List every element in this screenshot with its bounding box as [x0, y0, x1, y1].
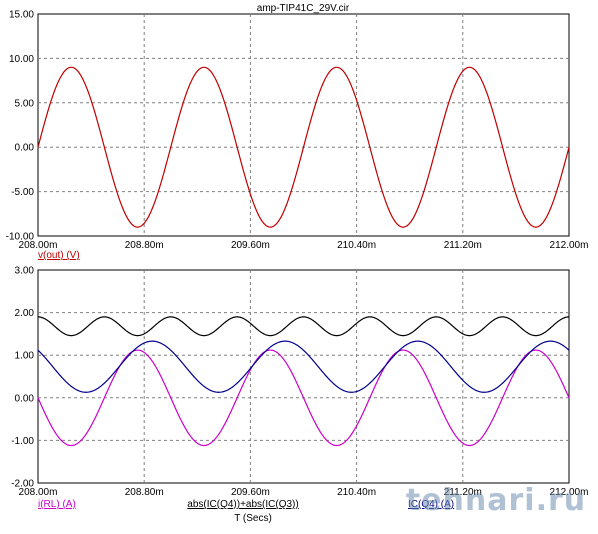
series-line-1-1	[37, 316, 570, 337]
x-tick-label: 209.60m	[231, 240, 270, 251]
current-y-ticks: 3.00 2.00 1.00 0.00 -1.00 -2.00	[11, 266, 34, 490]
voltage-x-ticks: 208.00m 208.80m 209.60m 210.40m 211.20m 212.0…	[19, 240, 589, 251]
chart-title: amp-TIP41C_29V.cir	[257, 3, 350, 14]
current-panel: 3.00 2.00 1.00 0.00 -1.00 -2.00 208.00m 208.80…	[11, 266, 588, 525]
x-tick-label: 208.80m	[125, 487, 164, 498]
y-tick-label: 5.00	[15, 98, 35, 109]
y-tick-label: -2.00	[11, 479, 34, 490]
x-tick-label: 208.00m	[19, 487, 58, 498]
x-tick-label: 208.80m	[125, 240, 164, 251]
series-line-0-0	[37, 66, 570, 228]
watermark: tehnari.ru	[406, 483, 586, 518]
series-line-1-0	[37, 349, 570, 447]
x-tick-label: 210.40m	[337, 240, 376, 251]
y-tick-label: 15.00	[9, 10, 34, 21]
legend-ic-q4: IC(Q4) (A)	[408, 499, 454, 510]
current-x-ticks: 208.00m 208.80m 209.60m 210.40m 211.20m 212.0…	[19, 487, 589, 498]
voltage-series	[37, 66, 570, 228]
current-series	[37, 316, 570, 447]
x-tick-label: 211.20m	[444, 487, 482, 498]
current-plot-frame	[37, 269, 570, 484]
y-tick-label: -10.00	[6, 232, 35, 243]
x-tick-label: 210.40m	[337, 487, 376, 498]
x-axis-label: T (Secs)	[234, 513, 272, 524]
y-tick-label: 3.00	[15, 266, 35, 277]
legend-irl: i(RL) (A)	[38, 499, 76, 510]
voltage-y-ticks: 15.00 10.00 5.00 0.00 -5.00 -10.00	[6, 10, 35, 243]
y-tick-label: 0.00	[15, 143, 35, 154]
y-tick-label: -1.00	[11, 436, 34, 447]
y-tick-label: -5.00	[11, 187, 34, 198]
y-tick-label: 1.00	[15, 351, 35, 362]
watermark-text: tehnari.ru	[406, 483, 586, 518]
x-tick-label: 209.60m	[231, 487, 270, 498]
legend-vout: v(out) (V)	[38, 250, 80, 261]
x-tick-label: 211.20m	[444, 240, 482, 251]
x-tick-label: 212.00m	[550, 240, 589, 251]
y-tick-label: 0.00	[15, 393, 35, 404]
y-tick-label: 10.00	[9, 54, 34, 65]
voltage-panel: amp-TIP41C_29V.cir 15.00 10.00 5.00 0.00 -5.…	[6, 3, 589, 261]
x-tick-label: 212.00m	[550, 487, 589, 498]
series-line-1-2	[37, 340, 570, 393]
voltage-plot-frame	[37, 13, 570, 237]
x-tick-label: 208.00m	[19, 240, 58, 251]
legend-abs-ic-sum: abs(IC(Q4))+abs(IC(Q3))	[187, 499, 298, 510]
y-tick-label: 2.00	[15, 308, 35, 319]
